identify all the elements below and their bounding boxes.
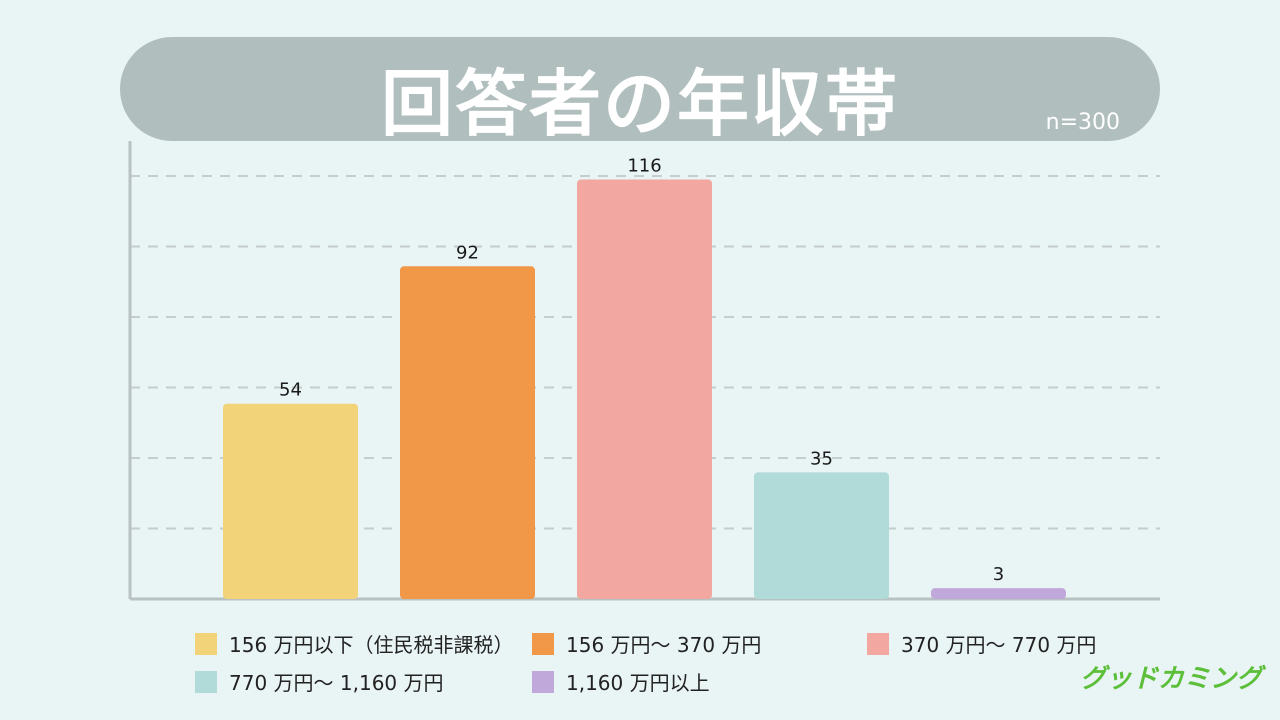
bar-value-label-5: 3: [993, 564, 1004, 585]
bar-value-label-2: 92: [456, 242, 479, 263]
sample-size-label: n=300: [1045, 110, 1120, 135]
chart-title: 回答者の年収帯: [380, 62, 899, 146]
bar-3: [577, 179, 712, 599]
brand-logo: グッドカミング: [1080, 664, 1263, 694]
title-banner: 回答者の年収帯 n=300: [120, 37, 1160, 146]
bar-4: [754, 472, 889, 599]
bar-value-label-3: 116: [627, 155, 661, 176]
bar-5: [931, 588, 1066, 599]
bar-value-label-4: 35: [810, 448, 833, 469]
bar-1: [223, 403, 358, 599]
bar-value-label-1: 54: [279, 380, 302, 401]
bar-2: [400, 266, 535, 599]
